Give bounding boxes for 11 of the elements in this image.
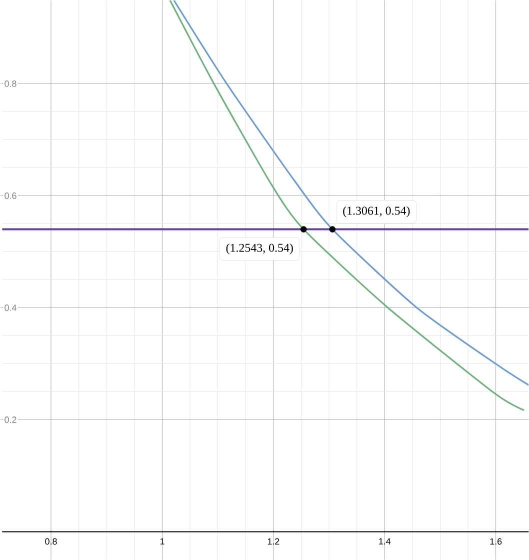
x-tick-label: 0.8 (45, 538, 57, 545)
y-tick-label: 0.2 (4, 416, 16, 423)
y-tick-label: 0.4 (4, 304, 16, 311)
annotation: (1.2543, 0.54) (226, 243, 293, 254)
x-tick-label: 1.2 (268, 538, 280, 544)
x-tick-label: 1 (160, 538, 164, 544)
x-tick-label: 1.6 (490, 538, 502, 545)
y-tick-label: 0.8 (4, 80, 16, 87)
annotation: (1.3061, 0.54) (343, 206, 410, 218)
x-tick-label: 1.4 (379, 538, 391, 544)
y-tick-label: 0.6 (4, 192, 16, 199)
